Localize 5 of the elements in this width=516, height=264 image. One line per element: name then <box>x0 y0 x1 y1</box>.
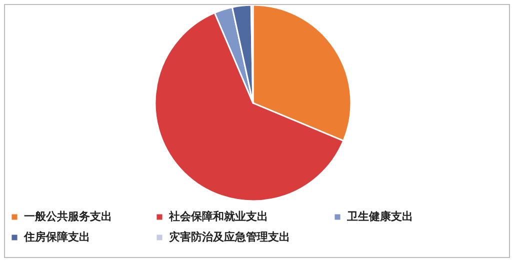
legend-label: 社会保障和就业支出 <box>168 210 268 223</box>
legend-label: 一般公共服务支出 <box>24 210 112 223</box>
legend-label: 卫生健康支出 <box>346 210 413 223</box>
legend-label: 灾害防治及应急管理支出 <box>169 230 290 244</box>
legend-label: 住房保障支出 <box>23 230 90 244</box>
